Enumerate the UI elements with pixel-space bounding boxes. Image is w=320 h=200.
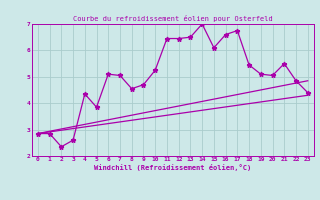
X-axis label: Windchill (Refroidissement éolien,°C): Windchill (Refroidissement éolien,°C) — [94, 164, 252, 171]
Title: Courbe du refroidissement éolien pour Osterfeld: Courbe du refroidissement éolien pour Os… — [73, 15, 273, 22]
